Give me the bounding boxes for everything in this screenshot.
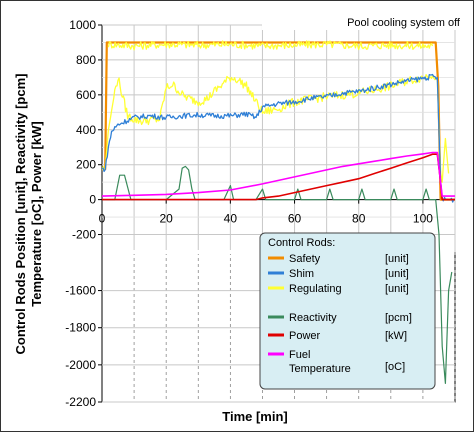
legend-label: Safety [289,253,321,265]
legend-item: Shim [unit] [268,268,409,280]
y-tick-label: 1000 [69,18,96,32]
series-line-regulating [102,74,450,183]
legend-label: Regulating [289,283,342,295]
legend-label: Power [289,330,321,342]
y-tick-label: 800 [76,53,96,67]
x-tick-label: 80 [352,212,366,226]
y-tick-label: 0 [89,193,96,207]
y-tick-label-lower: -1800 [65,321,96,335]
legend-unit: [kW] [385,330,407,342]
legend-unit: [unit] [385,268,409,280]
y-tick-label: -200 [72,228,96,242]
legend-item: Power [kW] [268,330,407,342]
x-tick-label: 60 [288,212,302,226]
x-tick-label: 20 [160,212,174,226]
legend-unit: [unit] [385,253,409,265]
x-tick-label: 100 [413,212,433,226]
legend-unit: [pcm] [385,312,412,324]
x-axis-title: Time [min] [222,409,288,424]
legend-unit: [oC] [385,361,405,373]
y-axis-title-line1: Control Rods Position [unit], Reactivity… [13,74,28,355]
grid [98,24,456,403]
x-tick-label: 0 [99,212,106,226]
legend-item: Safety [unit] [268,253,409,265]
legend-unit: [unit] [385,283,409,295]
legend-box [259,232,436,390]
annotation-bg [262,14,467,30]
legend: Control Rods: Safety [unit]Shim [unit]Regu… [259,232,436,390]
tick-labels: 0 20 40 60 80 10010008006004002000-200-1600-1… [65,18,433,409]
y-tick-label: 200 [76,158,96,172]
legend-label: Shim [289,268,314,280]
series-line-shim [102,73,455,203]
y-axis-title-line2: Temperature [oC], Power [kW] [29,121,44,306]
y-tick-label-lower: -2200 [65,395,96,409]
legend-item: Reactivity [pcm] [268,312,412,324]
series-group [102,40,455,384]
legend-label: Fuel [289,349,310,361]
y-tick-label: 400 [76,123,96,137]
series-line-regulating-upper [107,40,434,51]
series-line-reactivity [102,165,453,384]
y-tick-label-lower: -2000 [65,358,96,372]
series-line-fuel-temperature [102,151,455,197]
legend-group-title: Control Rods: [268,237,335,249]
legend-label-line2: Temperature [289,363,351,375]
legend-item: Fuel Temperature [oC] [268,349,405,375]
annotation-text: Pool cooling system off [347,17,461,29]
legend-item: Regulating [unit] [268,283,409,295]
y-tick-label: 600 [76,88,96,102]
legend-label: Reactivity [289,312,337,324]
y-tick-label-lower: -1600 [65,284,96,298]
x-tick-label: 40 [224,212,238,226]
